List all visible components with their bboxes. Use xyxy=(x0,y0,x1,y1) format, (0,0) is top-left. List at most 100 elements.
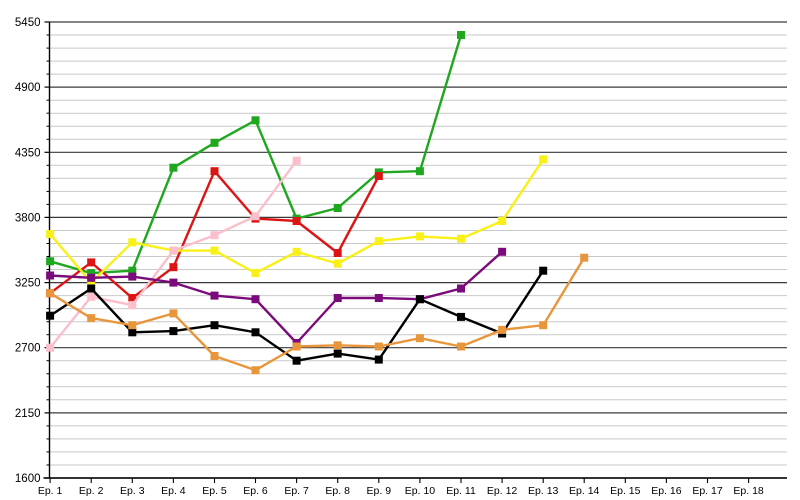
data-point-marker[interactable] xyxy=(457,312,465,321)
data-point-marker[interactable] xyxy=(251,328,260,337)
data-point-marker[interactable] xyxy=(292,356,301,365)
data-point-marker[interactable] xyxy=(210,167,219,176)
data-point-marker[interactable] xyxy=(251,366,260,375)
data-point-marker[interactable] xyxy=(539,266,548,275)
series-purple xyxy=(46,247,507,347)
data-point-marker[interactable] xyxy=(210,321,219,330)
data-point-marker[interactable] xyxy=(251,269,260,278)
series-line xyxy=(48,256,586,372)
data-point-marker[interactable] xyxy=(292,247,301,256)
y-axis-ticks xyxy=(44,21,50,479)
data-point-marker[interactable] xyxy=(251,295,260,304)
x-tick-label: Ep. 11 xyxy=(446,485,476,497)
data-point-marker[interactable] xyxy=(128,328,137,337)
data-point-marker[interactable] xyxy=(415,167,424,176)
data-point-marker[interactable] xyxy=(169,263,178,272)
data-point-marker[interactable] xyxy=(210,138,219,147)
data-point-marker[interactable] xyxy=(46,230,55,238)
data-point-marker[interactable] xyxy=(169,327,178,336)
data-point-marker[interactable] xyxy=(87,258,96,267)
data-point-marker[interactable] xyxy=(87,314,96,323)
series-orange xyxy=(46,253,589,375)
data-point-marker[interactable] xyxy=(374,355,383,364)
minor-gridlines xyxy=(49,34,787,466)
data-point-marker[interactable] xyxy=(374,342,383,351)
data-point-marker[interactable] xyxy=(251,116,260,125)
data-point-marker[interactable] xyxy=(210,231,219,240)
data-point-marker[interactable] xyxy=(46,271,55,280)
data-point-marker[interactable] xyxy=(87,278,96,287)
x-tick-label: Ep. 16 xyxy=(651,485,682,497)
y-tick-label: 1600 xyxy=(15,473,41,485)
y-tick-label: 2700 xyxy=(15,343,41,355)
x-tick-label: Ep. 15 xyxy=(610,485,641,497)
data-point-marker[interactable] xyxy=(169,309,178,318)
x-axis-tick-labels: Ep. 1 Ep. 2 Ep. 3 Ep. 4 Ep. 5 Ep. 6 Ep. 7 Ep. 8… xyxy=(38,485,764,497)
x-tick-label: Ep. 12 xyxy=(487,485,518,497)
data-point-marker[interactable] xyxy=(87,269,96,278)
data-point-marker[interactable] xyxy=(46,289,55,298)
data-point-marker[interactable] xyxy=(46,257,55,266)
x-tick-label: Ep. 6 xyxy=(243,485,268,497)
data-point-marker[interactable] xyxy=(374,237,383,246)
data-point-marker[interactable] xyxy=(292,156,301,165)
data-point-marker[interactable] xyxy=(292,217,301,225)
data-point-marker[interactable] xyxy=(87,273,96,282)
data-point-marker[interactable] xyxy=(251,212,260,221)
data-series-layer xyxy=(46,31,589,375)
data-point-marker[interactable] xyxy=(415,334,424,343)
data-point-marker[interactable] xyxy=(128,294,137,302)
data-point-marker[interactable] xyxy=(46,311,55,320)
data-point-marker[interactable] xyxy=(210,246,219,255)
data-point-marker[interactable] xyxy=(128,321,137,330)
data-point-marker[interactable] xyxy=(498,247,507,256)
y-tick-label: 3250 xyxy=(15,278,41,290)
data-point-marker[interactable] xyxy=(374,172,383,180)
data-point-marker[interactable] xyxy=(333,349,342,358)
data-point-marker[interactable] xyxy=(87,284,96,293)
data-point-marker[interactable] xyxy=(333,294,342,302)
data-point-marker[interactable] xyxy=(169,246,178,255)
x-tick-label: Ep. 2 xyxy=(79,485,104,497)
data-point-marker[interactable] xyxy=(457,31,465,39)
data-point-marker[interactable] xyxy=(169,163,178,172)
data-point-marker[interactable] xyxy=(333,249,342,257)
data-point-marker[interactable] xyxy=(46,343,55,352)
data-point-marker[interactable] xyxy=(457,234,465,243)
data-point-marker[interactable] xyxy=(457,342,465,351)
data-point-marker[interactable] xyxy=(539,155,548,164)
x-tick-label: Ep. 14 xyxy=(569,485,600,497)
data-point-marker[interactable] xyxy=(374,294,383,302)
x-tick-label: Ep. 8 xyxy=(325,485,350,497)
data-point-marker[interactable] xyxy=(457,284,465,293)
data-point-marker[interactable] xyxy=(498,217,507,225)
data-point-marker[interactable] xyxy=(498,325,507,334)
data-point-marker[interactable] xyxy=(415,232,424,241)
data-point-marker[interactable] xyxy=(415,295,424,304)
x-tick-label: Ep. 3 xyxy=(120,485,145,497)
y-tick-label: 2150 xyxy=(15,408,41,420)
data-point-marker[interactable] xyxy=(128,266,137,275)
series-pink xyxy=(46,156,301,352)
data-point-marker[interactable] xyxy=(333,259,342,268)
data-point-marker[interactable] xyxy=(128,238,137,247)
data-point-marker[interactable] xyxy=(169,278,178,287)
data-point-marker[interactable] xyxy=(87,292,96,301)
data-point-marker[interactable] xyxy=(333,204,342,212)
x-tick-label: Ep. 10 xyxy=(405,485,436,497)
y-tick-label: 4350 xyxy=(15,147,41,159)
data-point-marker[interactable] xyxy=(210,291,219,300)
data-point-marker[interactable] xyxy=(580,253,589,262)
major-gridlines xyxy=(49,21,787,479)
data-point-marker[interactable] xyxy=(128,272,137,281)
data-point-marker[interactable] xyxy=(292,342,301,351)
x-tick-label: Ep. 13 xyxy=(528,485,559,497)
x-tick-label: Ep. 1 xyxy=(38,485,63,497)
x-tick-label: Ep. 4 xyxy=(161,485,186,497)
data-point-marker[interactable] xyxy=(333,341,342,350)
data-point-marker[interactable] xyxy=(210,352,219,360)
data-point-marker[interactable] xyxy=(539,321,548,330)
data-point-marker[interactable] xyxy=(128,301,137,310)
